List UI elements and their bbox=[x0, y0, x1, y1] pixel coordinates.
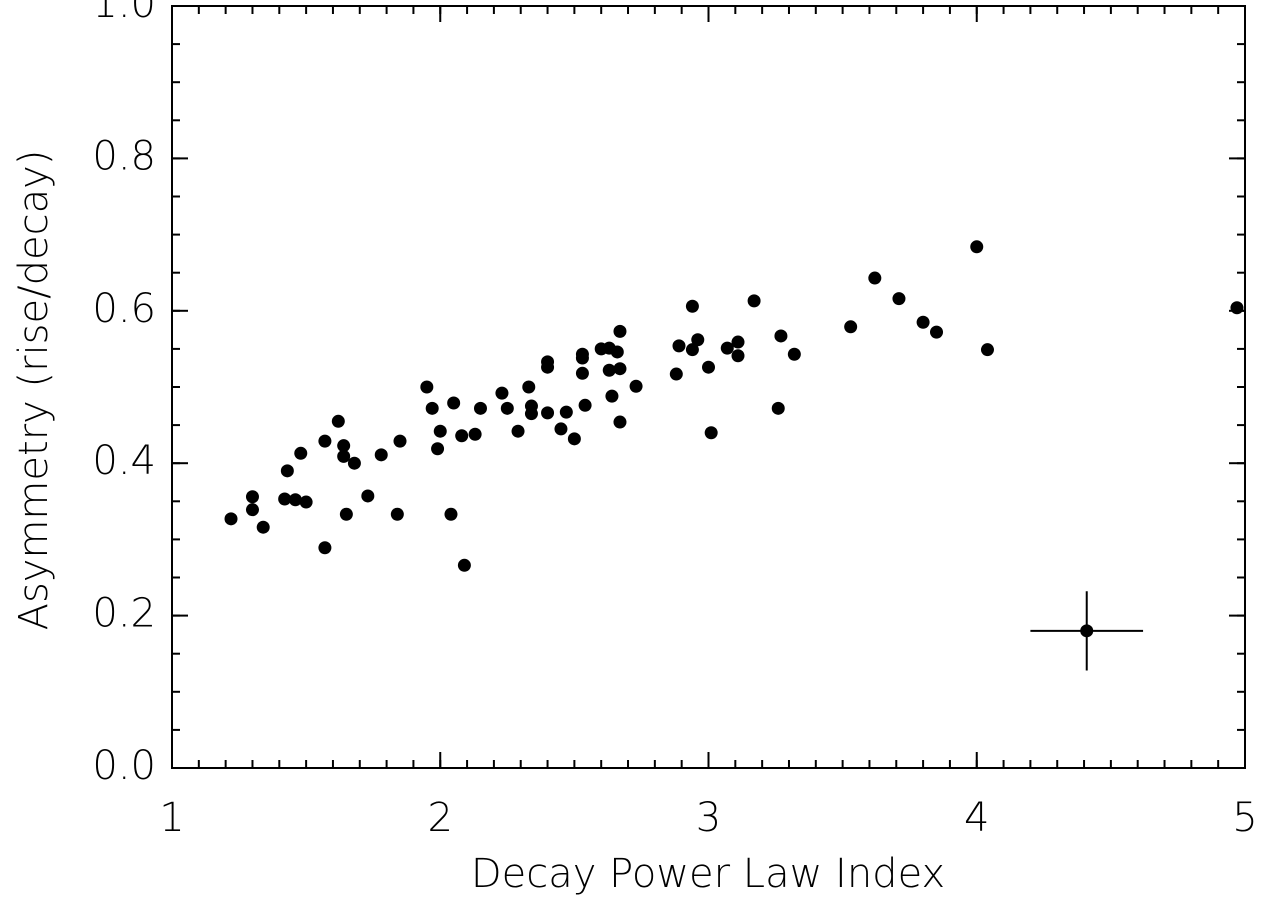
y-tick-label: 0.2 bbox=[92, 591, 156, 637]
data-point bbox=[457, 558, 471, 572]
data-point bbox=[339, 507, 353, 521]
data-point bbox=[702, 360, 715, 374]
data-point bbox=[393, 434, 407, 448]
data-point bbox=[278, 492, 292, 506]
data-point bbox=[361, 489, 375, 503]
data-point bbox=[294, 446, 308, 460]
data-point bbox=[610, 345, 624, 359]
data-point bbox=[970, 240, 984, 254]
data-point bbox=[575, 366, 589, 380]
y-tick-label: 0.6 bbox=[92, 286, 156, 332]
data-point bbox=[844, 320, 858, 334]
data-point bbox=[731, 349, 745, 363]
data-point bbox=[425, 401, 439, 415]
data-point bbox=[605, 389, 619, 403]
data-point bbox=[318, 541, 332, 555]
x-tick-label: 4 bbox=[964, 795, 989, 841]
data-point bbox=[685, 343, 699, 357]
y-tick-label: 0.4 bbox=[92, 438, 156, 484]
data-point bbox=[613, 324, 627, 338]
data-point bbox=[704, 426, 718, 440]
data-point bbox=[771, 401, 785, 415]
y-tick-label: 1.0 bbox=[92, 0, 156, 27]
data-point bbox=[299, 495, 313, 509]
data-point bbox=[567, 432, 581, 446]
y-axis-label: Asymmetry (rise/decay) bbox=[11, 150, 57, 631]
data-point bbox=[613, 415, 627, 429]
data-point bbox=[559, 405, 573, 419]
data-point bbox=[245, 490, 259, 504]
data-point bbox=[774, 329, 788, 343]
data-point bbox=[522, 380, 536, 394]
data-point bbox=[431, 442, 445, 456]
x-axis-label: Decay Power Law Index bbox=[471, 851, 945, 897]
data-point bbox=[787, 347, 801, 361]
data-point bbox=[374, 448, 388, 462]
data-point bbox=[444, 507, 458, 521]
x-tick-label: 2 bbox=[428, 795, 453, 841]
data-point bbox=[447, 396, 461, 410]
data-point bbox=[224, 512, 238, 526]
data-point bbox=[347, 456, 361, 470]
data-point bbox=[672, 339, 686, 353]
data-point bbox=[669, 367, 683, 381]
data-point bbox=[1230, 301, 1244, 315]
data-point bbox=[541, 406, 555, 420]
data-point bbox=[455, 429, 469, 443]
data-point bbox=[288, 493, 302, 507]
data-point bbox=[337, 439, 351, 453]
data-point bbox=[930, 325, 944, 339]
data-point bbox=[280, 464, 294, 478]
data-point bbox=[331, 414, 345, 428]
data-point bbox=[495, 386, 509, 400]
data-point bbox=[916, 315, 930, 329]
data-point bbox=[629, 379, 643, 393]
x-tick-label: 1 bbox=[159, 795, 184, 841]
data-point bbox=[511, 424, 525, 438]
data-point bbox=[575, 351, 589, 365]
data-point bbox=[256, 520, 270, 534]
data-point bbox=[473, 401, 487, 415]
plot-frame bbox=[171, 5, 1246, 769]
data-point bbox=[747, 294, 761, 308]
data-point bbox=[337, 449, 351, 463]
data-point bbox=[554, 422, 568, 436]
data-point bbox=[685, 299, 699, 313]
data-point bbox=[500, 401, 514, 415]
data-point bbox=[468, 427, 482, 441]
data-point bbox=[613, 362, 627, 376]
data-point bbox=[390, 507, 404, 521]
data-point bbox=[318, 434, 332, 448]
error-bar-point bbox=[1080, 624, 1094, 638]
data-point bbox=[578, 398, 592, 412]
y-tick-label: 0.8 bbox=[92, 133, 156, 179]
x-tick-label: 3 bbox=[696, 795, 721, 841]
data-point bbox=[720, 341, 734, 355]
data-point bbox=[524, 407, 538, 421]
data-point bbox=[245, 503, 259, 517]
data-point bbox=[980, 343, 994, 357]
data-point bbox=[691, 333, 705, 347]
data-point bbox=[731, 335, 745, 349]
data-point bbox=[541, 360, 555, 374]
data-point bbox=[602, 363, 616, 377]
data-point bbox=[868, 271, 882, 285]
x-tick-label: 5 bbox=[1232, 795, 1257, 841]
y-tick-label: 0.0 bbox=[92, 743, 156, 789]
data-point bbox=[892, 292, 906, 306]
data-point bbox=[433, 424, 447, 438]
data-point bbox=[420, 380, 434, 394]
